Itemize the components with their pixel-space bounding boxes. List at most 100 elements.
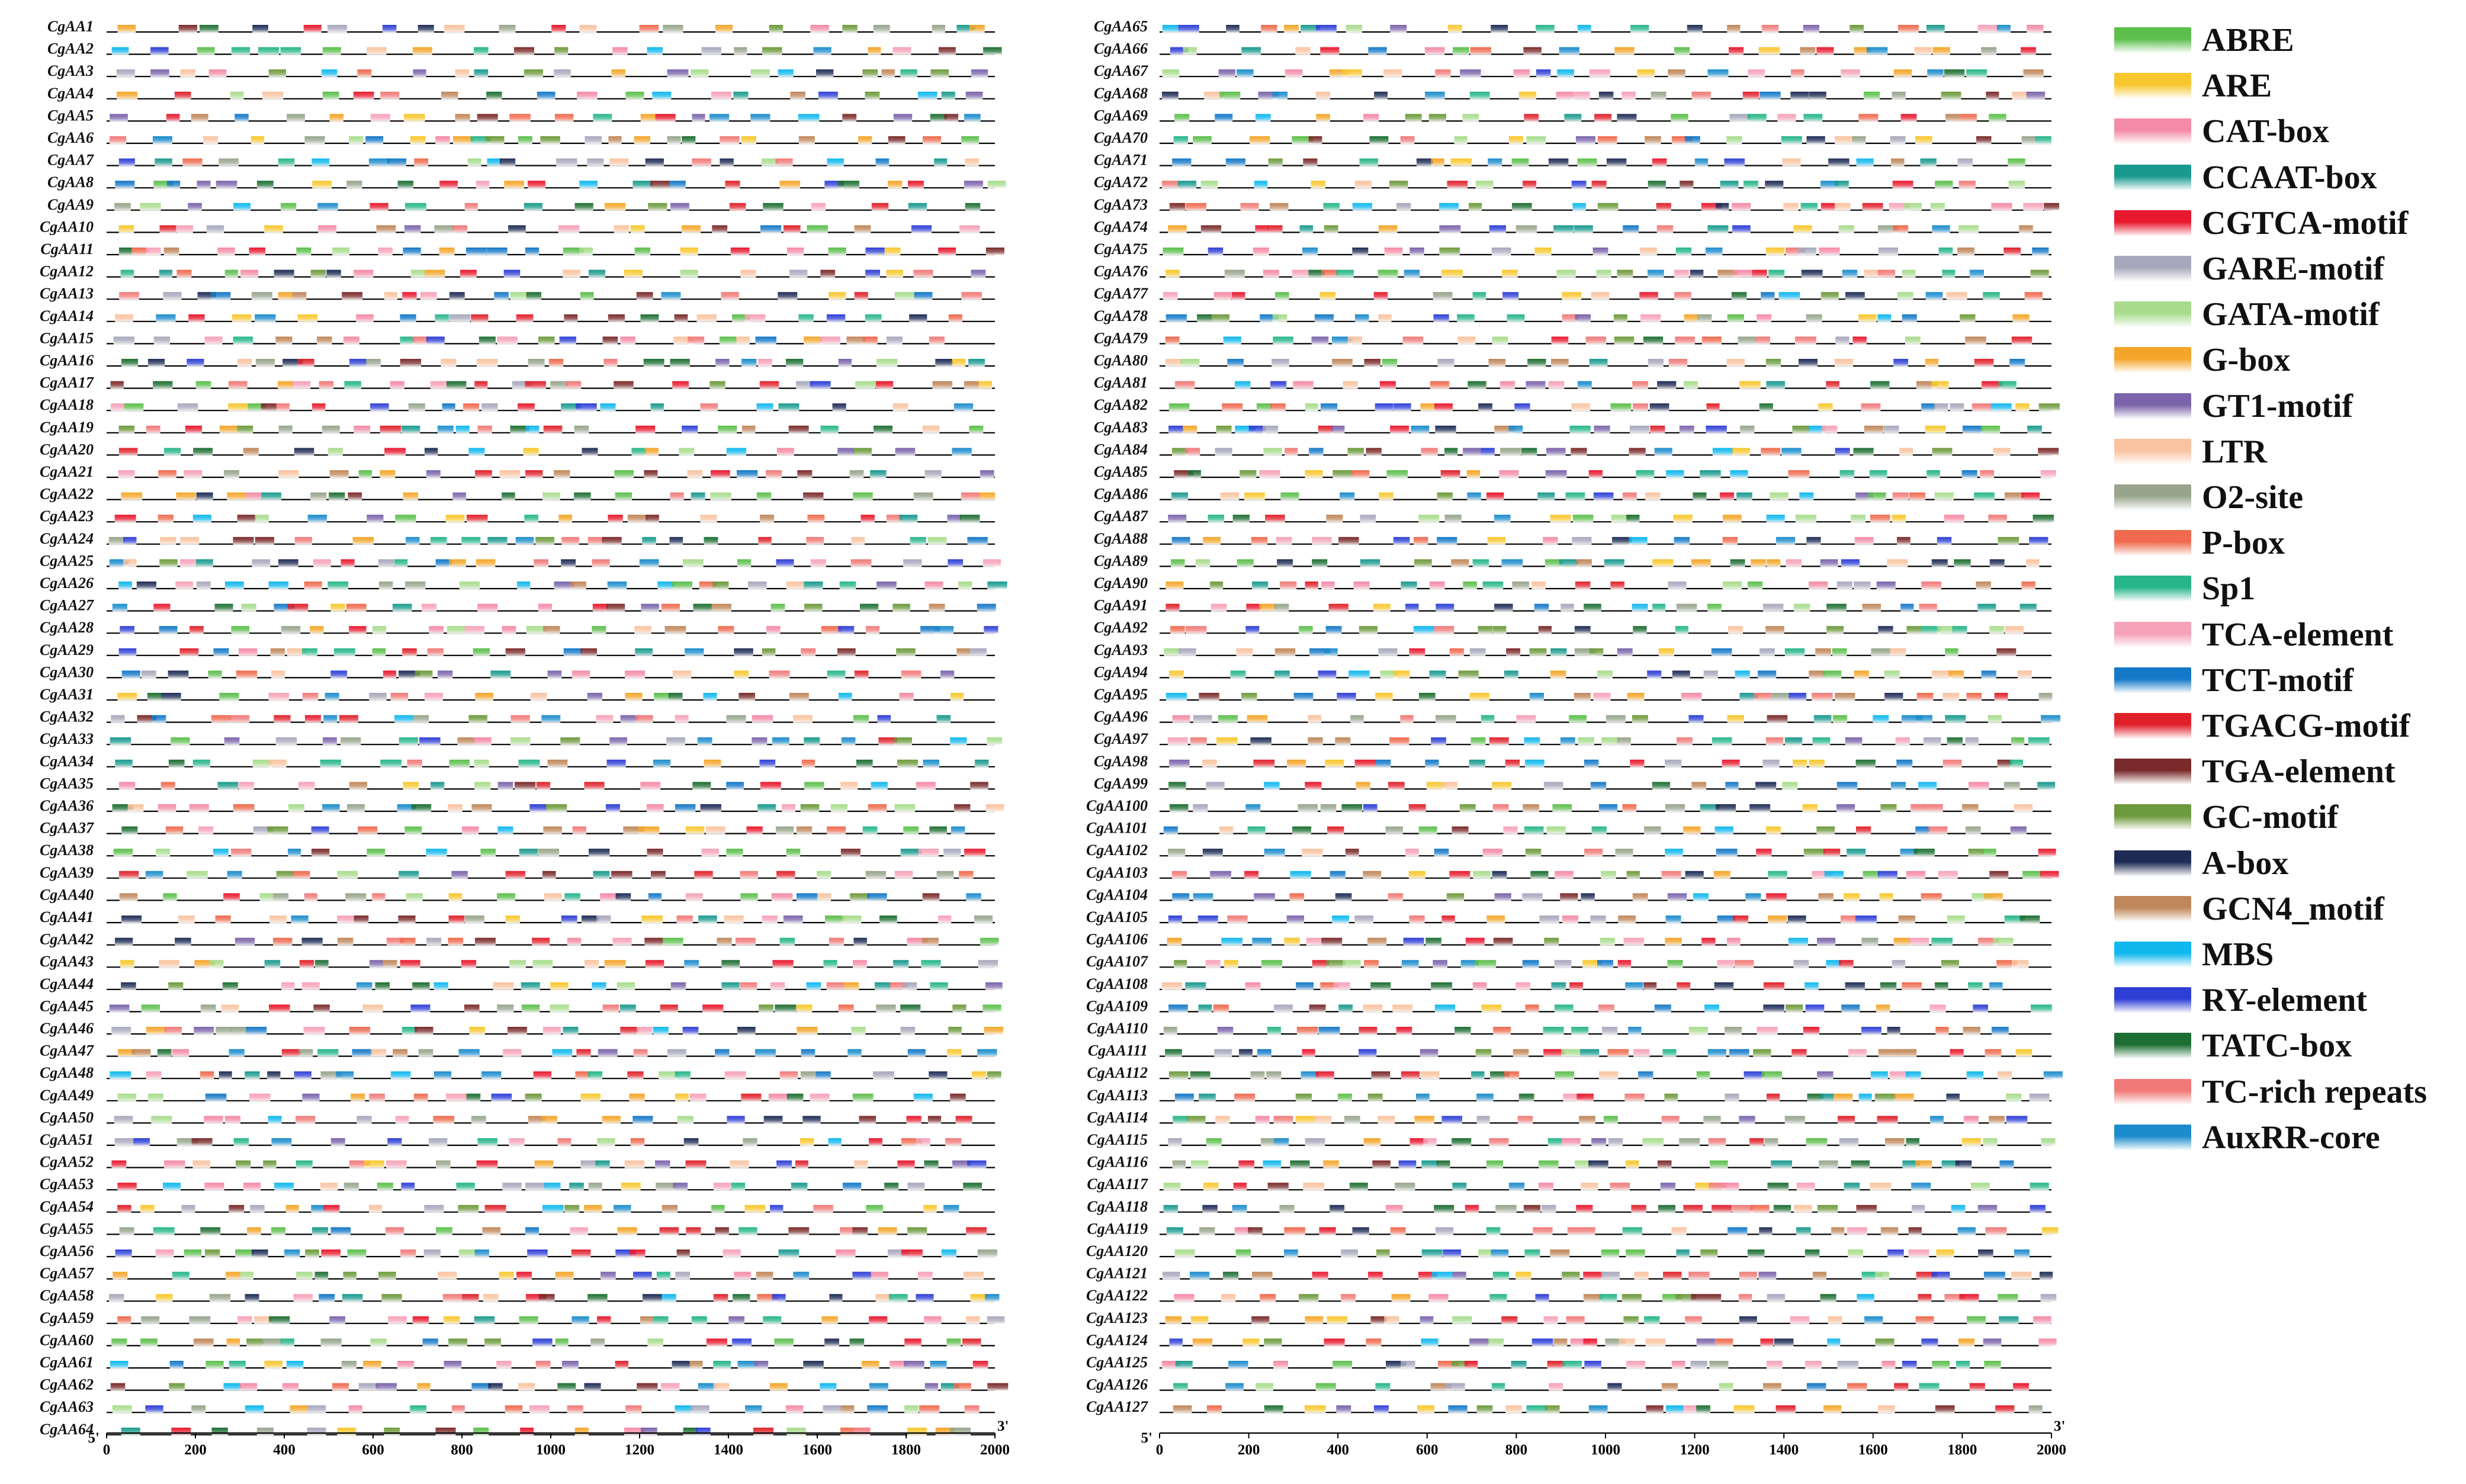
element-mark — [1895, 737, 1910, 746]
element-mark — [1961, 1138, 1981, 1146]
element-mark — [945, 1138, 962, 1146]
element-mark — [576, 403, 597, 412]
element-mark — [1926, 470, 1940, 478]
element-mark — [1418, 826, 1437, 834]
element-mark — [840, 782, 858, 790]
element-mark — [1524, 826, 1544, 834]
element-mark — [348, 492, 362, 500]
element-mark — [400, 1249, 416, 1257]
element-mark — [1238, 1160, 1254, 1168]
element-mark — [1876, 582, 1896, 589]
element-mark — [1795, 515, 1817, 523]
element-mark — [518, 759, 540, 767]
element-mark — [1915, 136, 1932, 144]
element-mark — [571, 1316, 589, 1324]
element-mark — [1928, 826, 1948, 834]
element-mark — [886, 336, 903, 345]
element-mark — [1601, 1249, 1620, 1257]
element-mark — [1197, 916, 1218, 923]
element-mark — [1506, 648, 1521, 656]
element-mark — [1534, 603, 1549, 612]
element-mark — [508, 225, 526, 233]
element-mark — [267, 826, 288, 834]
gene-label: CgAA90 — [1094, 574, 1148, 592]
element-mark — [1974, 359, 1994, 367]
element-mark — [317, 336, 332, 345]
element-mark — [348, 1405, 362, 1414]
element-mark — [903, 559, 922, 567]
element-mark — [1697, 314, 1712, 322]
element-mark — [269, 916, 287, 923]
element-mark — [987, 1071, 1001, 1080]
element-mark — [820, 425, 839, 433]
element-mark — [267, 1071, 281, 1080]
element-mark — [836, 1249, 856, 1257]
element-mark — [1515, 1271, 1531, 1280]
element-mark — [1693, 893, 1709, 901]
element-mark — [1193, 136, 1212, 144]
element-mark — [1690, 269, 1704, 278]
element-mark — [980, 937, 999, 946]
element-mark — [1942, 693, 1960, 701]
element-mark — [720, 158, 734, 166]
element-mark — [881, 69, 895, 78]
element-mark — [187, 359, 204, 367]
legend-label: TCT-motif — [2202, 661, 2354, 699]
element-mark — [854, 292, 868, 300]
gene-label: CgAA26 — [40, 574, 94, 592]
element-mark — [1237, 559, 1254, 567]
element-mark — [1854, 582, 1871, 589]
element-mark — [1533, 1227, 1553, 1235]
element-mark — [111, 715, 125, 723]
element-mark — [1435, 69, 1451, 78]
element-mark — [1598, 1071, 1619, 1080]
element-mark — [1371, 1071, 1391, 1080]
element-mark — [1245, 804, 1261, 812]
element-mark — [756, 492, 772, 500]
element-mark — [1488, 158, 1502, 166]
element-mark — [108, 1294, 124, 1302]
element-mark — [608, 515, 623, 523]
element-mark — [208, 69, 227, 78]
element-mark — [1268, 158, 1283, 166]
element-mark — [1315, 91, 1330, 99]
element-mark — [1818, 893, 1834, 901]
element-mark — [1245, 982, 1261, 990]
element-mark — [228, 403, 248, 412]
element-mark — [952, 1160, 971, 1168]
element-mark — [390, 693, 409, 701]
element-mark — [662, 1294, 676, 1302]
element-mark — [2027, 25, 2044, 33]
element-mark — [1273, 1361, 1288, 1369]
element-mark — [1883, 425, 1899, 433]
element-mark — [554, 114, 574, 122]
element-mark — [1987, 715, 2002, 723]
element-mark — [156, 1294, 173, 1302]
element-mark — [1663, 1271, 1682, 1280]
element-mark — [1168, 1004, 1188, 1013]
element-mark — [243, 448, 259, 456]
element-mark — [310, 492, 327, 500]
element-mark — [1441, 1116, 1462, 1124]
element-mark — [1986, 91, 1999, 99]
element-mark — [1224, 269, 1245, 278]
element-mark — [1208, 248, 1224, 255]
element-mark — [1543, 537, 1558, 545]
element-mark — [1299, 225, 1314, 233]
element-mark — [803, 1361, 824, 1369]
element-mark — [447, 381, 467, 389]
element-mark — [533, 1071, 552, 1080]
element-mark — [1552, 804, 1572, 812]
element-mark — [525, 1183, 547, 1191]
element-mark — [1421, 1249, 1443, 1257]
element-mark — [346, 181, 362, 189]
element-mark — [1330, 871, 1346, 879]
element-mark — [858, 136, 872, 144]
element-mark — [403, 492, 418, 500]
element-mark — [1736, 492, 1752, 500]
element-mark — [859, 603, 879, 612]
element-mark — [733, 91, 749, 99]
element-mark — [1437, 359, 1454, 367]
element-mark — [541, 715, 561, 723]
element-mark — [1404, 269, 1420, 278]
